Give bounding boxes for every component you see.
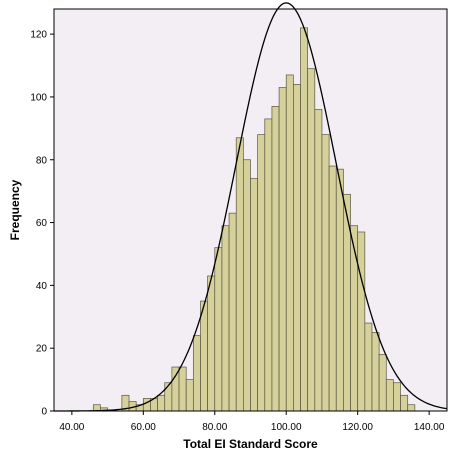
histogram-bar — [214, 247, 223, 412]
y-axis-label: Frequency — [8, 179, 22, 240]
plot-frame — [53, 8, 448, 412]
histogram-bar — [235, 137, 244, 412]
histogram-bar — [243, 159, 251, 412]
x-axis-label: Total EI Standard Score — [183, 437, 318, 451]
histogram-bar — [357, 231, 366, 412]
x-tick-label: 140.00 — [414, 422, 445, 433]
y-axis: 0 20 40 60 80 100 120 — [30, 30, 54, 418]
histogram-bar — [200, 300, 208, 412]
histogram-bar — [314, 109, 323, 412]
histogram-bar — [285, 74, 294, 412]
histogram-bars — [92, 27, 416, 412]
histogram-bar — [335, 168, 344, 412]
histogram-bar — [364, 322, 373, 412]
histogram-bar — [164, 382, 173, 412]
histogram-bar — [278, 87, 287, 412]
histogram-bar — [350, 225, 359, 412]
x-axis: 40.00 60.00 80.00 100.00 120.00 140.00 — [59, 411, 445, 433]
histogram-bar — [178, 366, 187, 412]
normal-curve — [54, 2, 448, 412]
y-tick-label: 80 — [36, 155, 48, 166]
histogram-bar — [185, 379, 194, 412]
x-tick-label: 120.00 — [342, 422, 373, 433]
histogram-bar — [157, 394, 166, 412]
histogram-bar — [250, 178, 258, 412]
histogram-bar — [385, 379, 394, 412]
x-tick-label: 40.00 — [59, 422, 84, 433]
histogram-bar — [264, 118, 273, 412]
y-tick-label: 120 — [30, 30, 47, 41]
histogram-bar — [371, 332, 380, 412]
x-tick-label: 100.00 — [271, 422, 302, 433]
y-tick-label: 60 — [36, 218, 48, 229]
histogram-bar — [300, 27, 309, 412]
histogram-bar — [321, 134, 330, 412]
histogram-bar — [307, 68, 316, 412]
histogram-bar — [378, 354, 387, 412]
histogram-bar — [142, 398, 151, 412]
histogram-bar — [328, 165, 337, 412]
y-tick-label: 0 — [41, 407, 47, 418]
y-tick-label: 20 — [36, 344, 48, 355]
histogram-bar — [207, 275, 216, 412]
histogram-bar — [192, 335, 201, 412]
histogram-bar — [171, 366, 180, 412]
histogram-bar — [221, 225, 230, 412]
y-tick-label: 100 — [30, 92, 47, 103]
x-tick-label: 80.00 — [202, 422, 227, 433]
histogram-bar — [293, 84, 301, 412]
y-tick-label: 40 — [36, 281, 48, 292]
histogram-bar — [228, 212, 237, 412]
histogram-bar — [257, 134, 266, 412]
histogram-bar — [393, 382, 401, 412]
histogram-bar — [407, 404, 416, 412]
histogram-bar — [271, 106, 280, 412]
x-tick-label: 60.00 — [131, 422, 156, 433]
histogram-bar — [400, 394, 409, 412]
